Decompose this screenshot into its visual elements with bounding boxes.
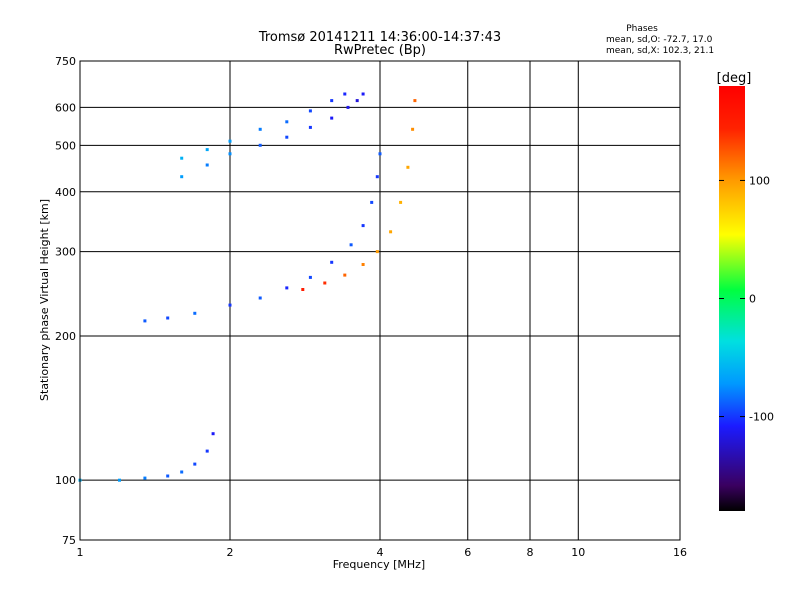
plot-frame bbox=[79, 60, 681, 541]
data-point bbox=[355, 99, 359, 103]
data-point bbox=[375, 250, 379, 254]
x-tick-label: 2 bbox=[227, 546, 234, 559]
data-point bbox=[301, 288, 305, 291]
data-point bbox=[413, 99, 417, 103]
data-point bbox=[308, 109, 312, 113]
colorbar-tick-label: 100 bbox=[749, 174, 770, 187]
x-axis-label: Frequency [MHz] bbox=[333, 558, 425, 571]
data-point bbox=[361, 263, 365, 266]
data-point bbox=[143, 476, 147, 480]
data-point bbox=[180, 470, 184, 474]
data-point bbox=[285, 135, 289, 139]
data-point bbox=[228, 303, 232, 307]
data-point bbox=[361, 92, 365, 96]
x-tick-label: 6 bbox=[464, 546, 471, 559]
data-point bbox=[406, 165, 410, 169]
colorbar-ticks: 100 0 -100 bbox=[719, 174, 774, 424]
data-point bbox=[343, 273, 347, 277]
data-point bbox=[205, 163, 209, 167]
y-tick-label: 200 bbox=[55, 330, 76, 343]
stats-title: Phases bbox=[626, 24, 658, 34]
x-tick-label: 10 bbox=[571, 546, 585, 559]
y-axis-ticks: 75 100 200 300 400 500 600 750 bbox=[55, 55, 76, 547]
data-point bbox=[205, 449, 209, 453]
data-point bbox=[180, 175, 184, 179]
x-axis-ticks: 1 2 4 6 8 10 16 bbox=[77, 546, 688, 559]
data-point bbox=[193, 462, 197, 466]
colorbar-tick-label: -100 bbox=[749, 411, 774, 424]
chart-subtitle: RwPretec (Bp) bbox=[334, 43, 426, 58]
data-point bbox=[143, 319, 147, 323]
x-tick-label: 16 bbox=[673, 546, 687, 559]
data-point bbox=[205, 148, 209, 152]
chart-title: Tromsø 20141211 14:36:00-14:37:43 bbox=[258, 30, 501, 45]
data-point bbox=[370, 200, 374, 204]
data-point bbox=[258, 296, 262, 300]
data-point bbox=[285, 286, 289, 290]
data-point bbox=[308, 275, 312, 279]
data-point bbox=[285, 120, 289, 124]
plot-grid bbox=[80, 61, 680, 540]
data-point bbox=[323, 281, 327, 285]
data-point bbox=[330, 260, 334, 264]
data-point bbox=[349, 243, 353, 247]
data-point bbox=[118, 478, 121, 482]
data-point bbox=[330, 116, 334, 120]
data-point bbox=[399, 200, 403, 204]
colorbar-label: [deg] bbox=[717, 71, 752, 86]
data-point bbox=[343, 92, 347, 96]
data-point bbox=[375, 175, 379, 179]
data-point bbox=[346, 105, 350, 109]
data-point bbox=[258, 143, 262, 147]
y-tick-label: 500 bbox=[55, 139, 76, 152]
x-tick-label: 8 bbox=[527, 546, 534, 559]
y-tick-label: 750 bbox=[55, 55, 76, 68]
data-point bbox=[228, 152, 232, 156]
y-tick-label: 75 bbox=[62, 534, 76, 547]
y-tick-label: 100 bbox=[55, 474, 76, 487]
data-point bbox=[228, 139, 232, 143]
data-point bbox=[361, 224, 365, 228]
y-tick-label: 600 bbox=[55, 101, 76, 114]
x-tick-label: 1 bbox=[77, 546, 84, 559]
data-point bbox=[166, 316, 170, 320]
y-tick-label: 300 bbox=[55, 246, 76, 259]
x-tick-label: 4 bbox=[377, 546, 384, 559]
colorbar-tick-label: 0 bbox=[749, 293, 756, 306]
data-point bbox=[308, 125, 312, 129]
plot-points bbox=[78, 92, 417, 482]
data-point bbox=[330, 99, 334, 103]
data-point bbox=[389, 230, 393, 234]
data-point bbox=[411, 127, 415, 131]
stats-line-x: mean, sd,X: 102.3, 21.1 bbox=[606, 46, 714, 56]
stats-line-o: mean, sd,O: -72.7, 17.0 bbox=[606, 35, 713, 45]
y-tick-label: 400 bbox=[55, 186, 76, 199]
data-point bbox=[258, 127, 262, 131]
data-point bbox=[166, 474, 170, 478]
data-point bbox=[180, 156, 184, 160]
data-point bbox=[378, 152, 382, 156]
y-axis-label: Stationary phase Virtual Height [km] bbox=[38, 199, 51, 401]
data-point bbox=[211, 432, 215, 436]
data-point bbox=[193, 311, 197, 315]
